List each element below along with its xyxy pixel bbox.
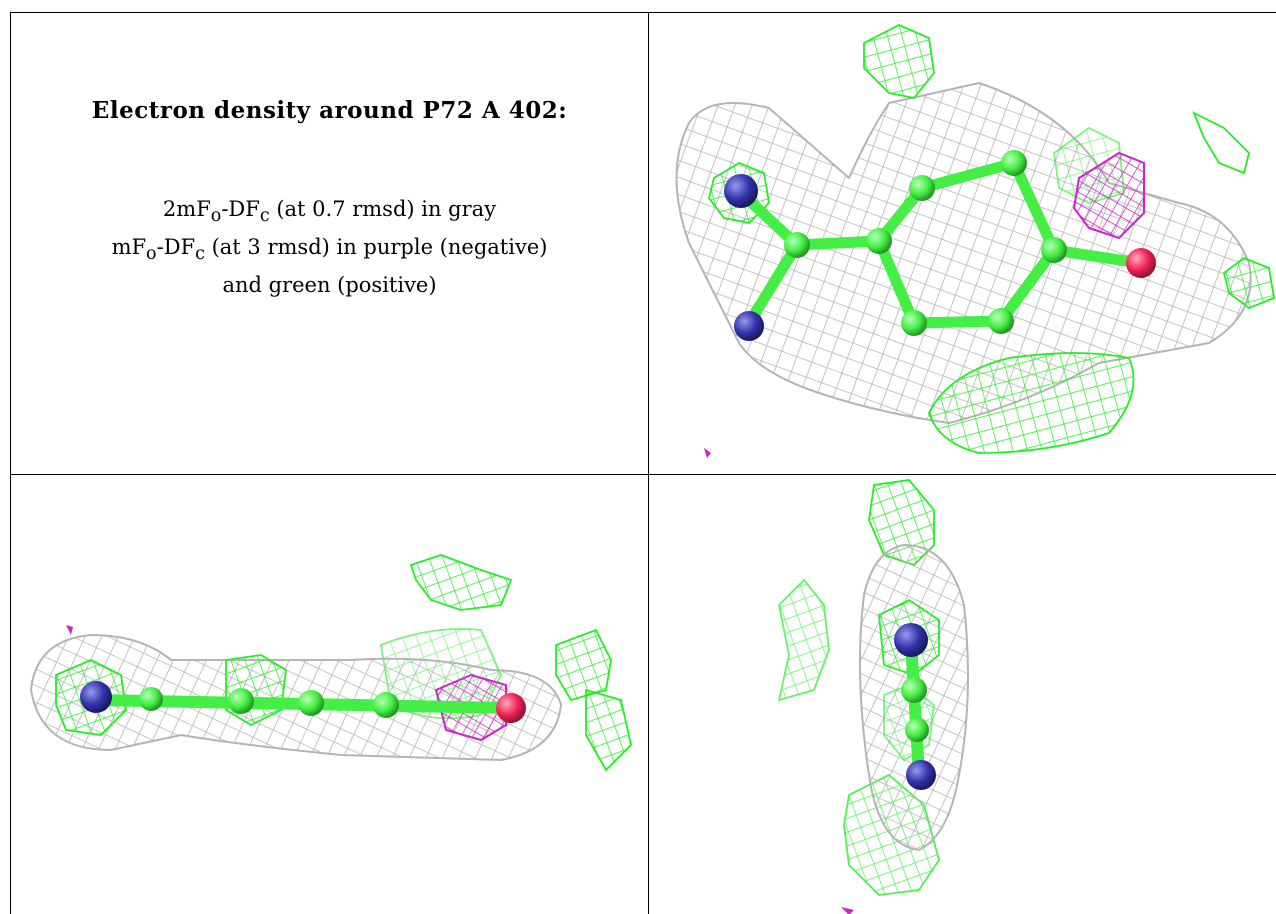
nitrogen-atom — [734, 311, 764, 341]
grid-line-middle — [10, 474, 1276, 475]
legend-line-fofc: mFo-DFc (at 3 rmsd) in purple (negative) — [111, 235, 548, 265]
carbon-atom — [1041, 237, 1067, 263]
panel-horizontal-view — [29, 554, 632, 772]
oxygen-atom — [1126, 248, 1156, 278]
legend-cell: Electron density around P72 A 402: 2mFo-… — [11, 13, 648, 474]
grid-line-left — [10, 12, 11, 914]
density-positive-mesh — [777, 479, 940, 896]
ligand-atoms — [724, 150, 1156, 341]
carbon-atom — [905, 718, 929, 742]
nitrogen-atom — [80, 681, 112, 713]
grid-line-center — [648, 12, 649, 914]
density-negative-mesh — [704, 151, 1145, 458]
ligand-atoms — [80, 681, 526, 723]
carbon-atom — [139, 687, 163, 711]
carbon-atom — [228, 688, 254, 714]
carbon-atom — [784, 232, 810, 258]
carbon-atom — [988, 308, 1014, 334]
legend-line-2fofc: 2mFo-DFc (at 0.7 rmsd) in gray — [162, 197, 497, 227]
panel-ring-view — [675, 24, 1276, 458]
carbon-atom — [866, 228, 892, 254]
nitrogen-atom — [724, 174, 758, 208]
carbon-atom — [909, 175, 935, 201]
grid-line-top — [10, 12, 1276, 13]
ligand-bonds — [905, 634, 925, 781]
carbon-atom — [298, 690, 324, 716]
density-2fofc-mesh — [29, 633, 563, 762]
carbon-atom — [901, 677, 927, 703]
nitrogen-atom — [906, 760, 936, 790]
density-negative-mesh — [841, 907, 854, 914]
nitrogen-atom — [894, 623, 928, 657]
carbon-atom — [901, 310, 927, 336]
density-2fofc-mesh — [675, 81, 1252, 425]
legend-line-colors: and green (positive) — [222, 273, 437, 298]
ligand-atoms — [894, 623, 936, 790]
panel-vertical-view — [777, 479, 969, 914]
legend-text: 2mFo-DFc (at 0.7 rmsd) in gray mFo-DFc (… — [11, 194, 648, 301]
oxygen-atom — [496, 693, 526, 723]
carbon-atom — [1001, 150, 1027, 176]
figure-title: Electron density around P72 A 402: — [91, 97, 568, 124]
carbon-atom — [373, 692, 399, 718]
